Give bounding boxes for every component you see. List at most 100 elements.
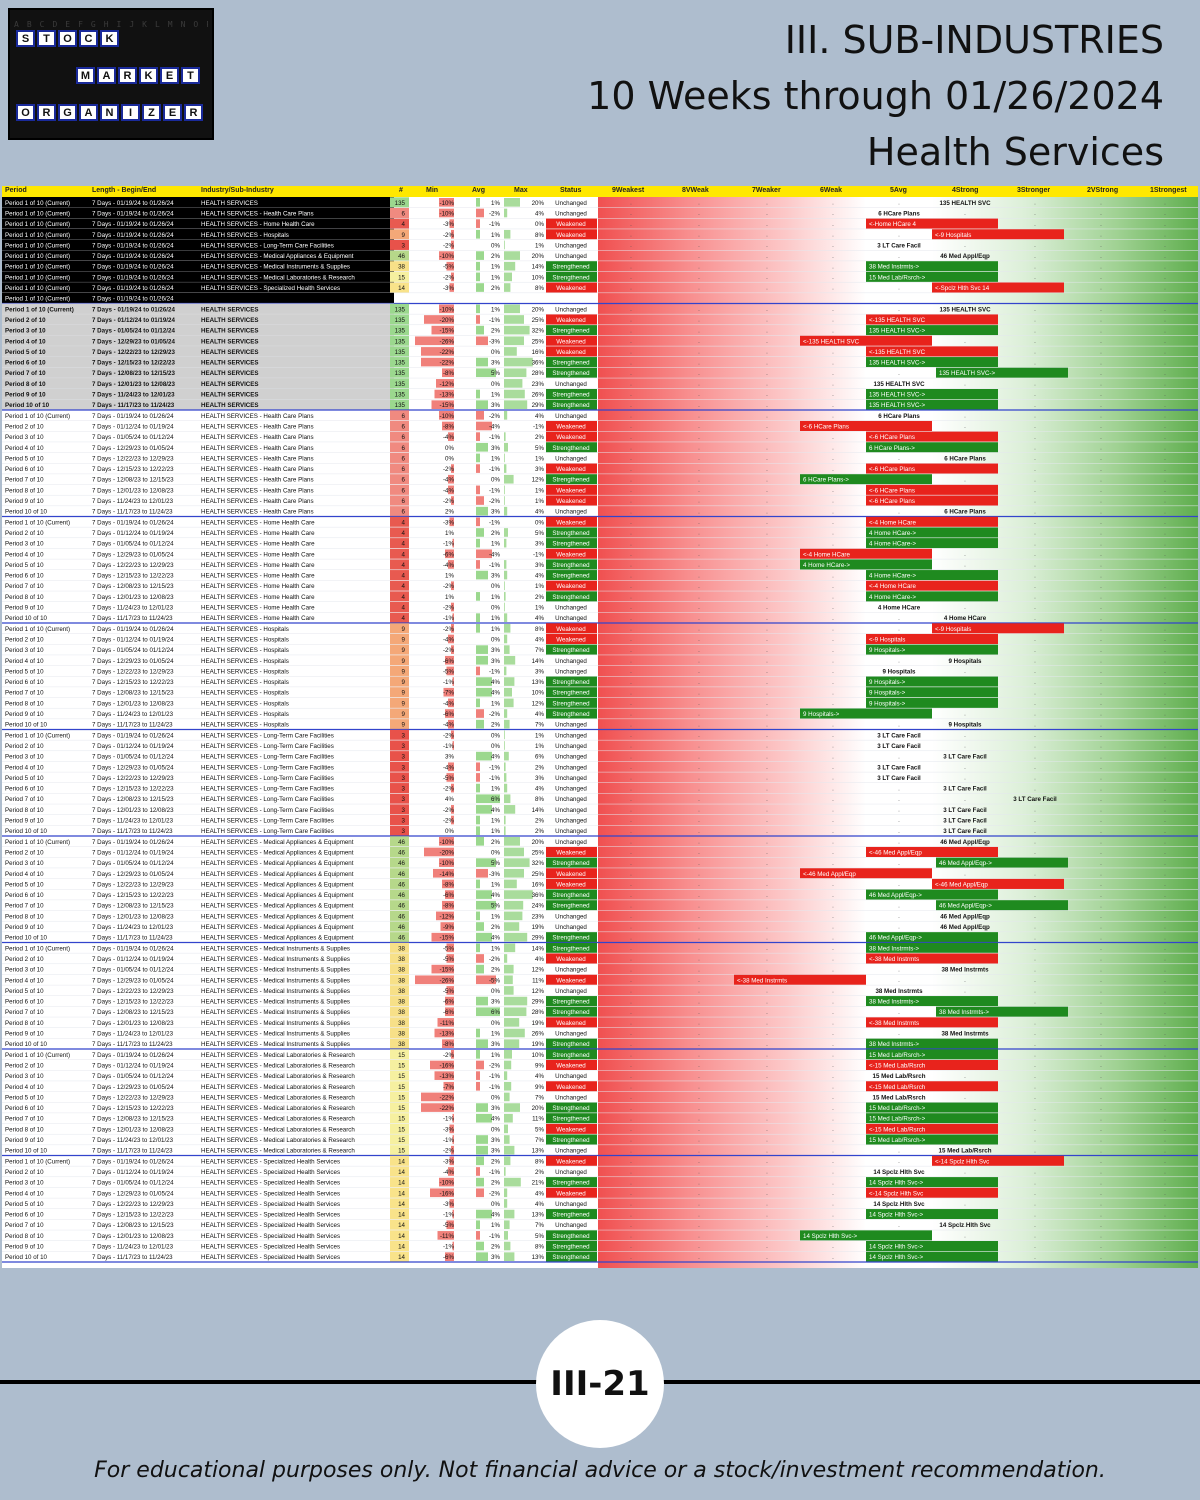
count-cell-bg	[390, 740, 409, 751]
avg-bar	[476, 794, 500, 804]
level-label: 15 Med Lab/Rsrch->	[869, 1137, 926, 1144]
zone-dot: .	[832, 466, 834, 473]
zone-dot: .	[1034, 1201, 1036, 1208]
max-bar	[504, 570, 508, 580]
period-cell: Period 1 of 10 (Current)	[5, 242, 70, 249]
min-cell: 4%	[445, 796, 454, 803]
period-cell: Period 6 of 10	[5, 786, 44, 793]
status-cell-bg	[546, 1017, 597, 1028]
zone-dot: .	[766, 306, 768, 313]
zone-dot: .	[1164, 1052, 1166, 1059]
status-cell-bg	[546, 346, 597, 357]
zone-dot: .	[698, 1147, 700, 1154]
zone-dot: .	[1034, 966, 1036, 973]
zone-dot: .	[698, 381, 700, 388]
zone-dot: .	[898, 924, 900, 931]
row-grey-bg	[2, 367, 394, 379]
zone-dot: .	[1164, 498, 1166, 505]
zone-dot: .	[832, 700, 834, 707]
industry-cell: HEALTH SERVICES - Specialized Health Ser…	[201, 1190, 340, 1197]
level-marker	[866, 1113, 998, 1124]
status-cell: Strengthened	[552, 711, 590, 718]
max-cell: 14%	[532, 945, 545, 952]
avg-cell: 5%	[491, 370, 500, 377]
length-cell: 7 Days - 01/12/24 to 01/19/24	[92, 849, 174, 856]
level-label: 38 Med Instrmts	[941, 967, 989, 974]
status-cell-bg	[546, 1081, 597, 1092]
status-cell: Strengthened	[552, 274, 590, 281]
status-cell: Unchanged	[555, 807, 587, 814]
count-cell: 4	[402, 583, 406, 590]
zone-dot: .	[964, 785, 966, 792]
max-cell: 8%	[535, 626, 544, 633]
max-cell: 4%	[535, 786, 544, 793]
logo-letter: Z	[142, 104, 161, 121]
zone-dot: .	[1034, 796, 1036, 803]
max-bar	[504, 1060, 512, 1070]
count-cell: 15	[398, 1062, 405, 1069]
zone-dot: .	[1034, 1169, 1036, 1176]
zone-dot: .	[1034, 839, 1036, 846]
status-cell: Unchanged	[555, 605, 587, 612]
zone-dot: .	[898, 1094, 900, 1101]
zone-dot: .	[698, 583, 700, 590]
length-cell: 7 Days - 12/08/23 to 12/15/23	[92, 583, 174, 590]
status-cell-bg	[546, 1177, 597, 1188]
length-cell: 7 Days - 12/15/23 to 12/22/23	[92, 786, 174, 793]
zone-dot: .	[964, 1222, 966, 1229]
max-bar	[504, 283, 511, 292]
zone-dot: .	[1034, 1094, 1036, 1101]
max-cell: 25%	[532, 849, 545, 856]
zone-dot: .	[698, 668, 700, 675]
row-grey-bg	[2, 378, 394, 389]
avg-cell: 5%	[491, 903, 500, 910]
zone-dot: .	[698, 966, 700, 973]
zone-dot: .	[1034, 892, 1036, 899]
zone-dot: .	[964, 913, 966, 920]
industry-cell: HEALTH SERVICES - Health Care Plans	[201, 434, 314, 441]
count-cell: 3	[402, 732, 406, 739]
max-bar	[504, 538, 507, 548]
zone-dot: .	[698, 743, 700, 750]
zone-dot: .	[898, 231, 900, 238]
status-cell-bg	[546, 335, 597, 346]
count-cell: 14	[398, 1212, 405, 1219]
logo-letter: T	[181, 67, 200, 84]
status-cell: Weakened	[556, 881, 586, 888]
zone-dot: .	[698, 1115, 700, 1122]
avg-bar	[476, 868, 488, 878]
count-cell-bg	[390, 1102, 409, 1113]
max-cell: 12%	[532, 967, 545, 974]
length-cell: 7 Days - 12/01/23 to 12/08/23	[92, 381, 175, 388]
row-dark-bg	[2, 282, 394, 293]
period-cell: Period 7 of 10	[5, 690, 44, 697]
avg-cell: -2%	[489, 210, 501, 217]
status-cell: Strengthened	[552, 1180, 590, 1187]
header-6: Max	[514, 187, 528, 194]
zone-dot: .	[630, 1211, 632, 1218]
status-cell-bg	[546, 218, 597, 229]
industry-cell: HEALTH SERVICES - Home Health Care	[201, 221, 315, 228]
min-cell: -2%	[443, 274, 455, 281]
length-cell: 7 Days - 12/29/23 to 01/05/24	[92, 338, 175, 345]
zone-dot: .	[832, 1041, 834, 1048]
count-cell: 38	[398, 1009, 405, 1016]
zone-dot: .	[964, 455, 966, 462]
zone-dot: .	[1100, 1179, 1102, 1186]
zone-dot: .	[766, 689, 768, 696]
zone-dot: .	[766, 221, 768, 228]
zone-dot: .	[698, 1062, 700, 1069]
period-cell: Period 10 of 10	[5, 1041, 48, 1048]
min-bar	[448, 719, 454, 729]
zone-dot: .	[1164, 966, 1166, 973]
avg-bar	[476, 922, 484, 931]
status-cell: Weakened	[556, 466, 586, 473]
min-bar	[451, 645, 454, 654]
max-cell: 11%	[532, 977, 544, 984]
zone-dot: .	[832, 1062, 834, 1069]
zone-dot: .	[766, 381, 768, 388]
period-cell: Period 9 of 10	[5, 498, 44, 505]
zone-dot: .	[832, 242, 834, 249]
count-cell: 15	[398, 274, 405, 281]
zone-dot: .	[832, 306, 834, 313]
